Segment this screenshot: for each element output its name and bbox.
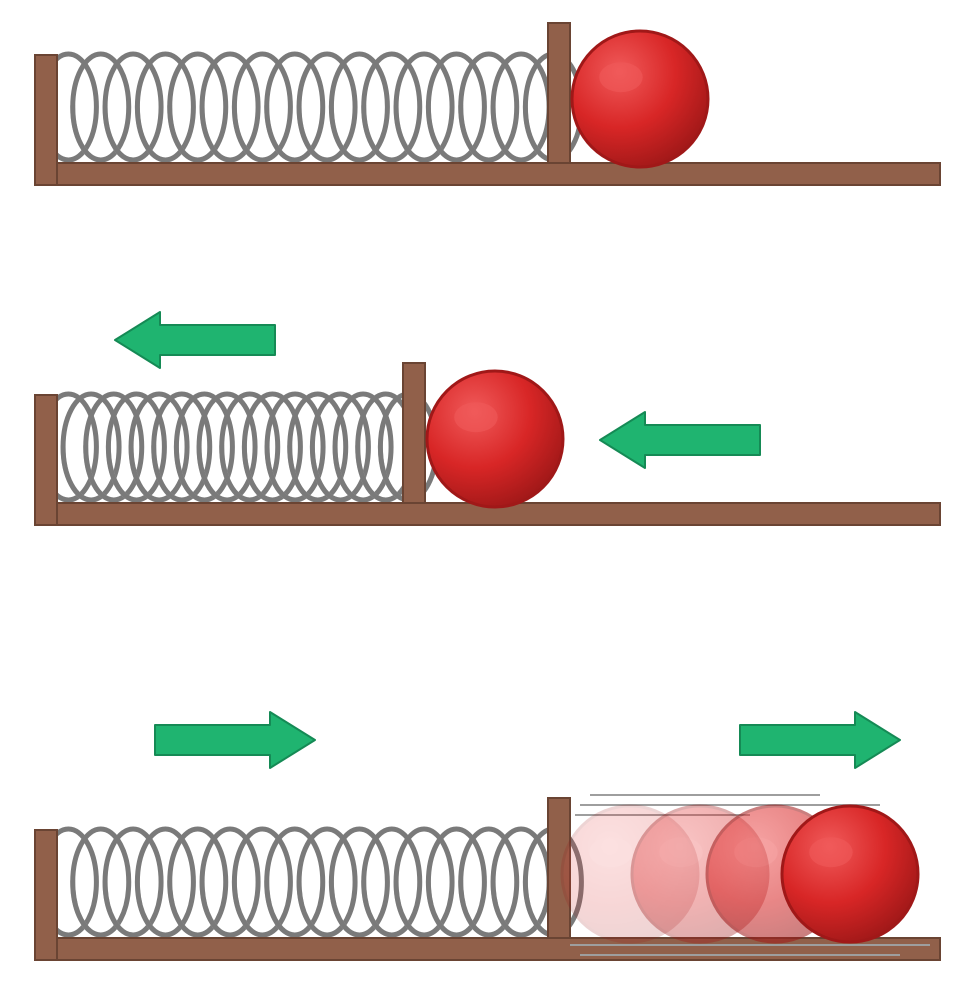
- track-wall: [35, 830, 57, 960]
- track-floor: [35, 163, 940, 185]
- left-arrow-icon: [600, 412, 760, 468]
- spring: [40, 829, 581, 935]
- track-wall: [35, 55, 57, 185]
- physics-diagram: [0, 0, 971, 1000]
- right-arrow-icon: [740, 712, 900, 768]
- track-floor: [35, 938, 940, 960]
- right-arrow-icon: [155, 712, 315, 768]
- ball: [782, 806, 918, 942]
- spring-plate: [548, 23, 570, 163]
- spring: [40, 394, 436, 500]
- spring-plate: [403, 363, 425, 503]
- left-arrow-icon: [115, 312, 275, 368]
- ball: [427, 371, 563, 507]
- track-wall: [35, 395, 57, 525]
- ball: [572, 31, 708, 167]
- spring: [40, 54, 581, 160]
